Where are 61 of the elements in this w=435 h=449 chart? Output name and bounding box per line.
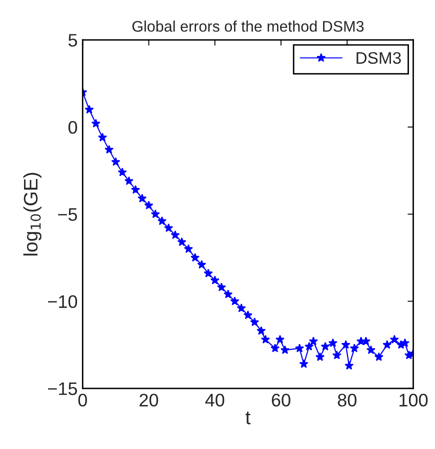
point — [236, 304, 246, 312]
point — [131, 185, 140, 194]
point — [374, 352, 384, 361]
point — [350, 344, 359, 352]
x-axis-title: t — [246, 412, 251, 424]
point — [332, 350, 342, 360]
point — [138, 194, 147, 202]
point — [224, 290, 233, 298]
point — [111, 157, 120, 166]
x-tick-label: 100 — [400, 394, 428, 407]
x-tick-label: 40 — [205, 394, 224, 407]
y-tick-label: 0 — [68, 121, 78, 134]
chart-title: Global errors of the method DSM3 — [132, 20, 364, 32]
y-axis-title: log$_{10}$(GE) — [23, 172, 42, 256]
point — [204, 268, 213, 278]
y-tick-label: −15 — [48, 382, 78, 396]
point — [210, 276, 220, 284]
point — [230, 296, 240, 306]
point — [344, 361, 354, 370]
point — [366, 345, 376, 354]
point — [320, 342, 330, 350]
point — [308, 336, 318, 346]
point — [124, 176, 134, 185]
point — [276, 334, 285, 344]
point — [280, 345, 290, 354]
point — [91, 118, 100, 128]
point — [144, 200, 154, 210]
point — [295, 344, 304, 352]
point — [104, 144, 114, 154]
point — [328, 338, 338, 348]
y-tick-label: −10 — [48, 295, 78, 308]
point — [84, 104, 94, 114]
point — [390, 334, 399, 344]
point — [304, 342, 314, 350]
point — [190, 253, 200, 262]
point — [243, 310, 252, 320]
point — [118, 168, 127, 176]
point — [341, 340, 350, 349]
y-tick-label: 5 — [68, 34, 78, 47]
point — [164, 223, 174, 232]
point — [170, 230, 180, 240]
point — [382, 340, 392, 349]
x-tick-label: 80 — [338, 394, 356, 407]
legend-label: DSM3 — [356, 52, 401, 64]
x-tick-label: 0 — [78, 394, 87, 407]
point — [260, 334, 270, 344]
point — [184, 244, 193, 253]
point — [256, 326, 266, 335]
point — [270, 344, 280, 352]
point — [216, 282, 226, 292]
point — [157, 216, 167, 226]
point — [316, 352, 325, 361]
point — [150, 209, 160, 218]
x-tick-label: 60 — [272, 394, 290, 407]
point — [299, 359, 308, 368]
x-tick-label: 20 — [140, 394, 158, 407]
point — [250, 317, 260, 326]
point — [98, 132, 108, 142]
point — [177, 237, 186, 246]
point — [197, 260, 206, 269]
y-tick-label: −5 — [58, 208, 78, 221]
